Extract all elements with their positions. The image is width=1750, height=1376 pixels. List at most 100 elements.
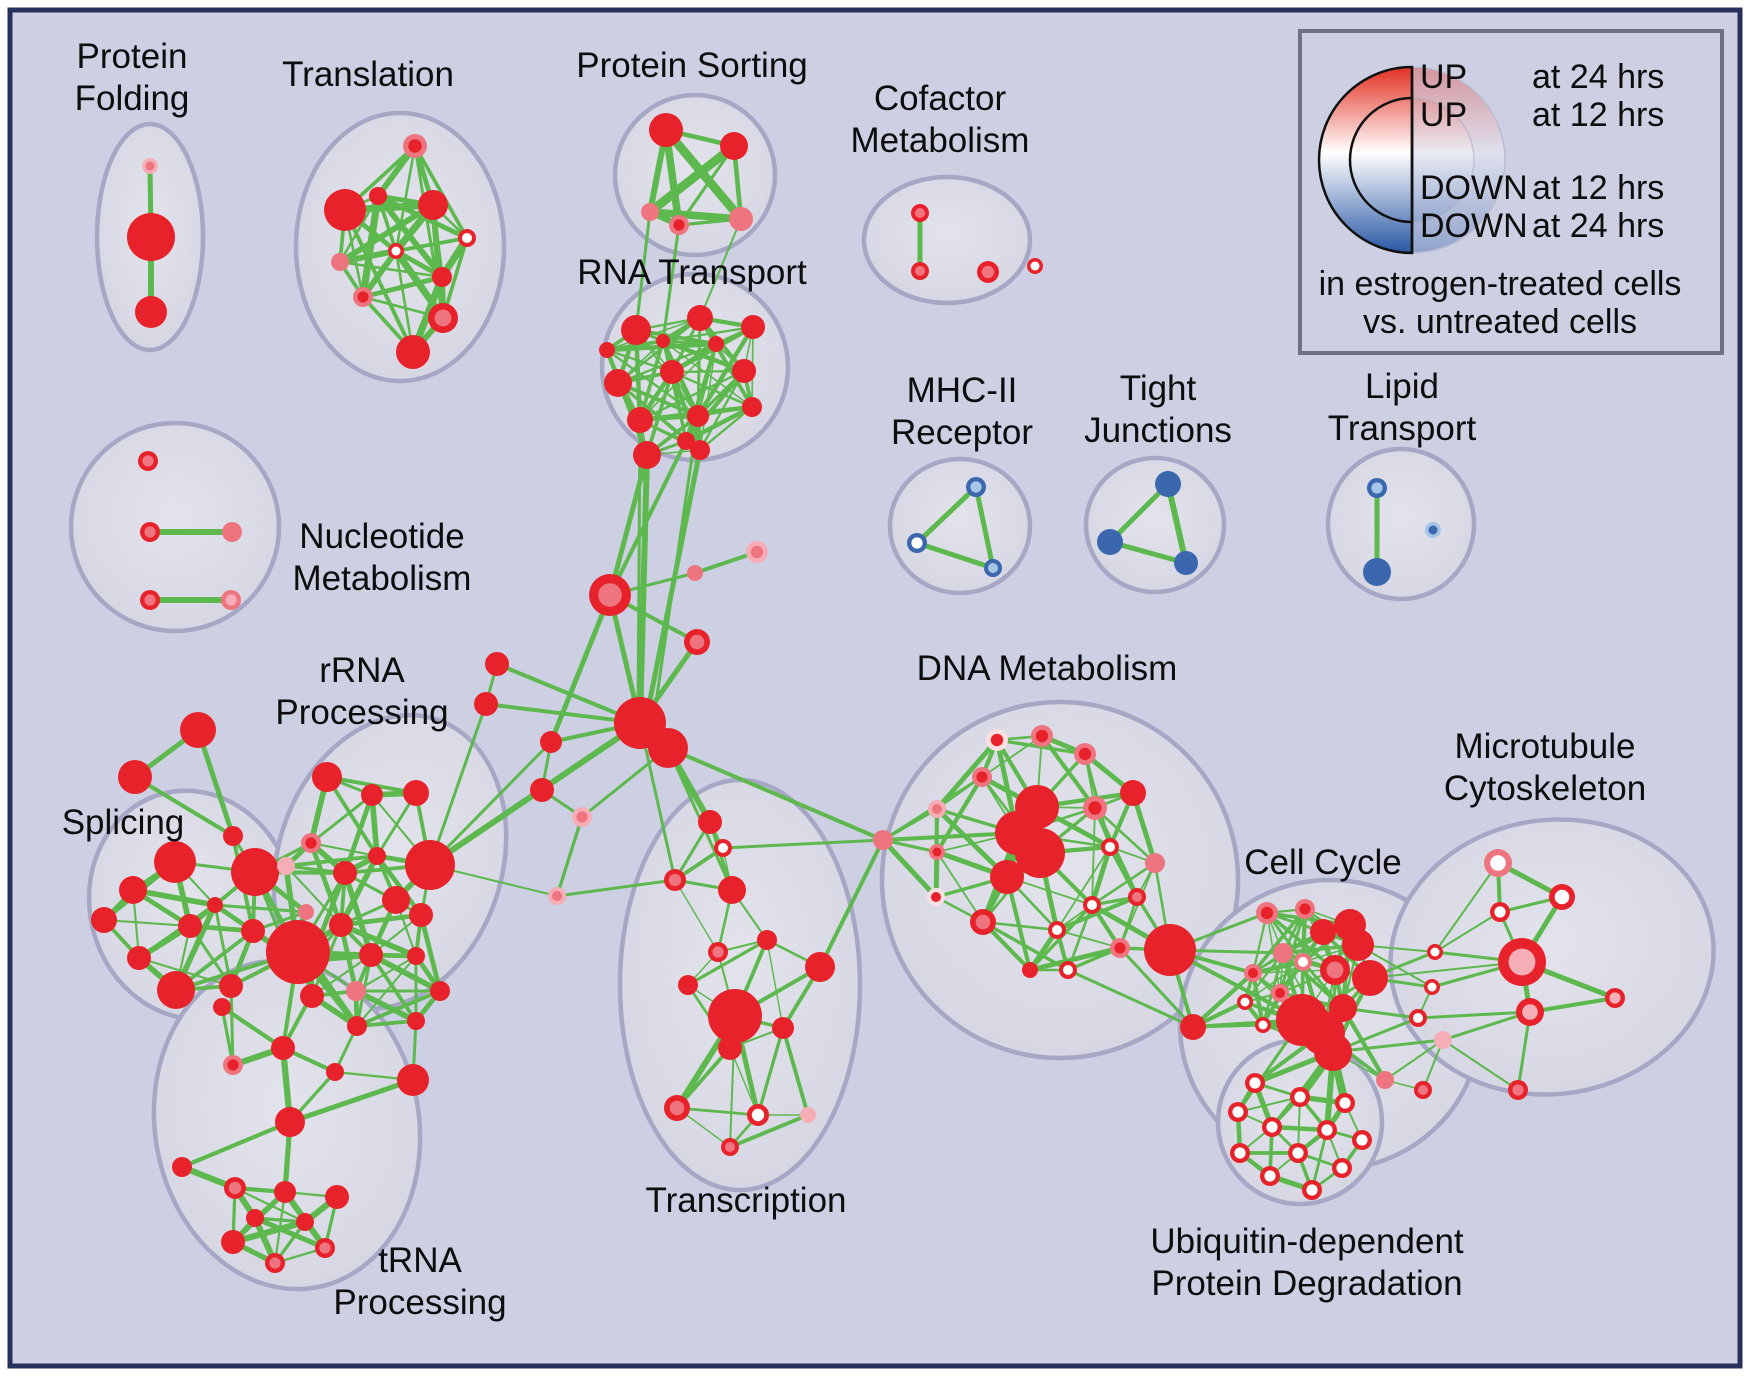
network-node-core: [144, 526, 156, 538]
network-node-core: [1299, 903, 1311, 915]
network-node: [361, 784, 383, 806]
network-node-core: [1298, 957, 1308, 967]
network-node-core: [1508, 948, 1536, 976]
network-node-core: [1413, 1013, 1423, 1023]
network-node: [298, 904, 314, 920]
network-edge: [1027, 945, 1123, 973]
network-node: [1097, 529, 1123, 555]
network-node: [154, 841, 196, 883]
network-edge: [338, 260, 444, 279]
network-edge: [645, 141, 739, 217]
network-node-core: [931, 892, 941, 902]
network-node: [990, 860, 1024, 894]
network-node-core: [1321, 1124, 1333, 1136]
network-node: [91, 907, 117, 933]
network-edge: [375, 193, 470, 241]
network-edge: [880, 837, 939, 900]
network-node-core: [1326, 961, 1344, 979]
network-node: [687, 305, 713, 331]
network-edge: [914, 540, 996, 571]
network-edge: [555, 878, 677, 898]
network-node: [1314, 1033, 1352, 1071]
network-node-core: [1371, 482, 1383, 494]
network-edge: [721, 838, 885, 850]
network-node: [772, 1017, 794, 1039]
network-edge: [646, 208, 745, 223]
network-node: [718, 1036, 742, 1060]
network-edge: [548, 592, 613, 745]
network-node: [397, 1064, 429, 1096]
cluster-label-lipid-transport: Lipid: [1365, 367, 1439, 406]
network-edge: [133, 775, 235, 838]
network-node: [485, 652, 509, 676]
network-node-core: [1266, 1121, 1278, 1133]
network-node: [403, 780, 429, 806]
cluster-label-transcription: Transcription: [646, 1181, 847, 1220]
network-edge: [556, 816, 583, 897]
network-edge: [1165, 481, 1189, 566]
network-node-core: [1030, 261, 1040, 271]
network-node-core: [1306, 1184, 1318, 1196]
network-edge: [638, 339, 665, 422]
cluster-ellipse-microtubule-cytoskeleton: [1388, 817, 1716, 1097]
network-node: [333, 861, 357, 885]
network-node-core: [1248, 968, 1258, 978]
network-edge: [1056, 846, 1111, 931]
cluster-label-protein-folding: Folding: [75, 79, 190, 118]
network-node-core: [1258, 1020, 1268, 1030]
network-node-core: [462, 233, 472, 243]
network-node-core: [1132, 892, 1142, 902]
network-node: [277, 857, 295, 875]
cluster-label-mhc-ii-receptor: MHC-II: [907, 371, 1018, 410]
network-node: [687, 405, 709, 427]
network-node: [213, 998, 231, 1016]
network-node-core: [712, 946, 724, 958]
network-node-core: [391, 246, 401, 256]
network-node-core: [357, 291, 369, 303]
network-node: [430, 981, 450, 1001]
network-node-core: [725, 1142, 735, 1152]
network-node-core: [932, 847, 942, 857]
network-node: [266, 920, 330, 984]
network-edge: [1056, 929, 1121, 949]
legend-caption-line1: in estrogen-treated cells: [1319, 265, 1682, 303]
network-node: [1273, 943, 1293, 963]
cluster-label-ubiquitin-degradation: Ubiquitin-dependent: [1150, 1222, 1464, 1261]
network-node: [660, 360, 684, 384]
network-node-core: [1292, 1147, 1304, 1159]
network-node: [331, 253, 349, 271]
network-edge: [102, 918, 192, 928]
network-edge: [781, 1026, 810, 1117]
network-node: [1144, 924, 1196, 976]
network-node: [1363, 558, 1391, 586]
network-node-core: [1427, 982, 1437, 992]
network-edge: [284, 854, 379, 868]
network-edge: [325, 775, 379, 858]
network-node-core: [1052, 925, 1062, 935]
network-edge: [1384, 1039, 1444, 1081]
network-node: [641, 203, 659, 221]
network-node: [800, 1107, 816, 1123]
legend-row-label: UP: [1420, 58, 1467, 96]
network-edge: [661, 325, 755, 343]
cluster-label-nucleotide-metabolism: Nucleotide: [299, 517, 464, 556]
network-edge: [675, 1106, 760, 1117]
cluster-ellipse-mhc-ii-receptor: [887, 456, 1033, 596]
network-node-core: [990, 733, 1004, 747]
network-edge: [413, 144, 445, 320]
network-node-core: [305, 837, 317, 849]
network-edge: [1066, 968, 1195, 1029]
network-edge: [1190, 970, 1256, 1030]
network-edge: [1107, 844, 1140, 900]
network-node-core: [718, 843, 728, 853]
network-node-core: [269, 1257, 281, 1269]
network-node: [407, 947, 425, 965]
network-node-core: [1249, 1077, 1261, 1089]
network-node: [677, 432, 695, 450]
network-edge: [229, 1218, 309, 1246]
network-node: [223, 826, 243, 846]
network-node: [633, 441, 661, 469]
network-edge: [756, 1026, 785, 1117]
